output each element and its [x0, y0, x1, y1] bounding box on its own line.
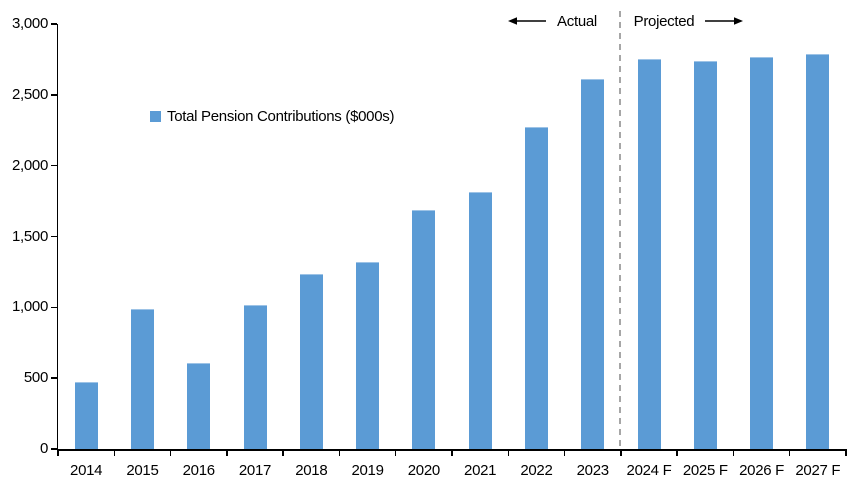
bar-2025-f: [693, 60, 717, 449]
actual-left-arrow-icon: [508, 17, 546, 25]
bar-2019: [356, 262, 380, 449]
y-label-2000: 2,000: [11, 156, 48, 174]
bar-2016: [187, 362, 211, 449]
y-axis: [56, 24, 58, 451]
x-label-2020: 2020: [407, 462, 440, 479]
legend: Total Pension Contributions ($000s): [150, 108, 394, 125]
bar-2023: [581, 79, 605, 449]
x-label-2016: 2016: [182, 462, 215, 479]
y-label-3000: 3,000: [11, 15, 48, 32]
x-axis-tick: [451, 450, 453, 456]
legend-label: Total Pension Contributions ($000s): [167, 108, 395, 125]
y-label-1000: 1,000: [11, 298, 48, 316]
x-label-2015: 2015: [126, 462, 159, 479]
actual-projected-divider: [619, 11, 621, 449]
x-axis-tick: [282, 450, 284, 456]
x-axis-tick: [507, 450, 510, 456]
y-axis-tick: [51, 235, 57, 238]
x-label-2014: 2014: [70, 462, 103, 479]
bar-2024-f: [637, 59, 661, 449]
bar-2020: [412, 209, 436, 449]
x-axis-tick: [338, 450, 341, 456]
x-label-2017: 2017: [238, 462, 272, 479]
x-axis-tick: [169, 450, 172, 456]
x-axis-tick: [57, 450, 59, 456]
y-axis-tick: [51, 448, 57, 450]
bar-2017: [243, 304, 267, 449]
bar-2015: [130, 308, 154, 449]
bar-2026-f: [750, 56, 774, 449]
x-axis-tick: [676, 450, 678, 456]
x-axis-tick: [563, 450, 566, 456]
y-label-1500: 1,500: [11, 227, 48, 245]
x-label-2023: 2023: [576, 462, 609, 479]
bar-2018: [299, 274, 323, 449]
actual-label: Actual: [557, 13, 597, 30]
y-axis-tick: [51, 377, 57, 379]
x-label-2018: 2018: [295, 462, 328, 479]
y-axis-tick: [51, 23, 57, 25]
x-label-2024-f: 2024 F: [626, 462, 672, 479]
x-axis-tick: [113, 450, 116, 456]
projected-label: Projected: [633, 13, 695, 30]
y-label-500: 500: [23, 369, 48, 387]
projected-right-arrow-icon: [705, 17, 743, 25]
x-label-2027-f: 2027 F: [795, 462, 841, 479]
legend-swatch-icon: [150, 111, 161, 122]
y-axis-tick: [51, 306, 57, 309]
x-axis-tick: [788, 450, 791, 456]
y-axis-tick: [51, 164, 57, 167]
x-axis-tick: [845, 450, 847, 456]
x-axis-tick: [732, 450, 735, 456]
x-label-2022: 2022: [520, 462, 553, 479]
x-label-2019: 2019: [351, 462, 384, 479]
bar-2021: [468, 191, 492, 449]
bar-2027-f: [806, 53, 830, 449]
x-axis-tick: [394, 450, 397, 456]
x-label-2026-f: 2026 F: [739, 462, 785, 479]
x-label-2025-f: 2025 F: [682, 462, 728, 479]
x-axis-tick: [226, 450, 228, 456]
x-axis: [56, 449, 847, 451]
bar-2022: [524, 126, 548, 449]
bar-2014: [74, 382, 98, 449]
y-label-0: 0: [39, 440, 48, 457]
x-label-2021: 2021: [464, 462, 497, 479]
y-axis-tick: [51, 94, 57, 96]
y-label-2500: 2,500: [11, 85, 48, 103]
x-axis-tick: [620, 450, 622, 456]
